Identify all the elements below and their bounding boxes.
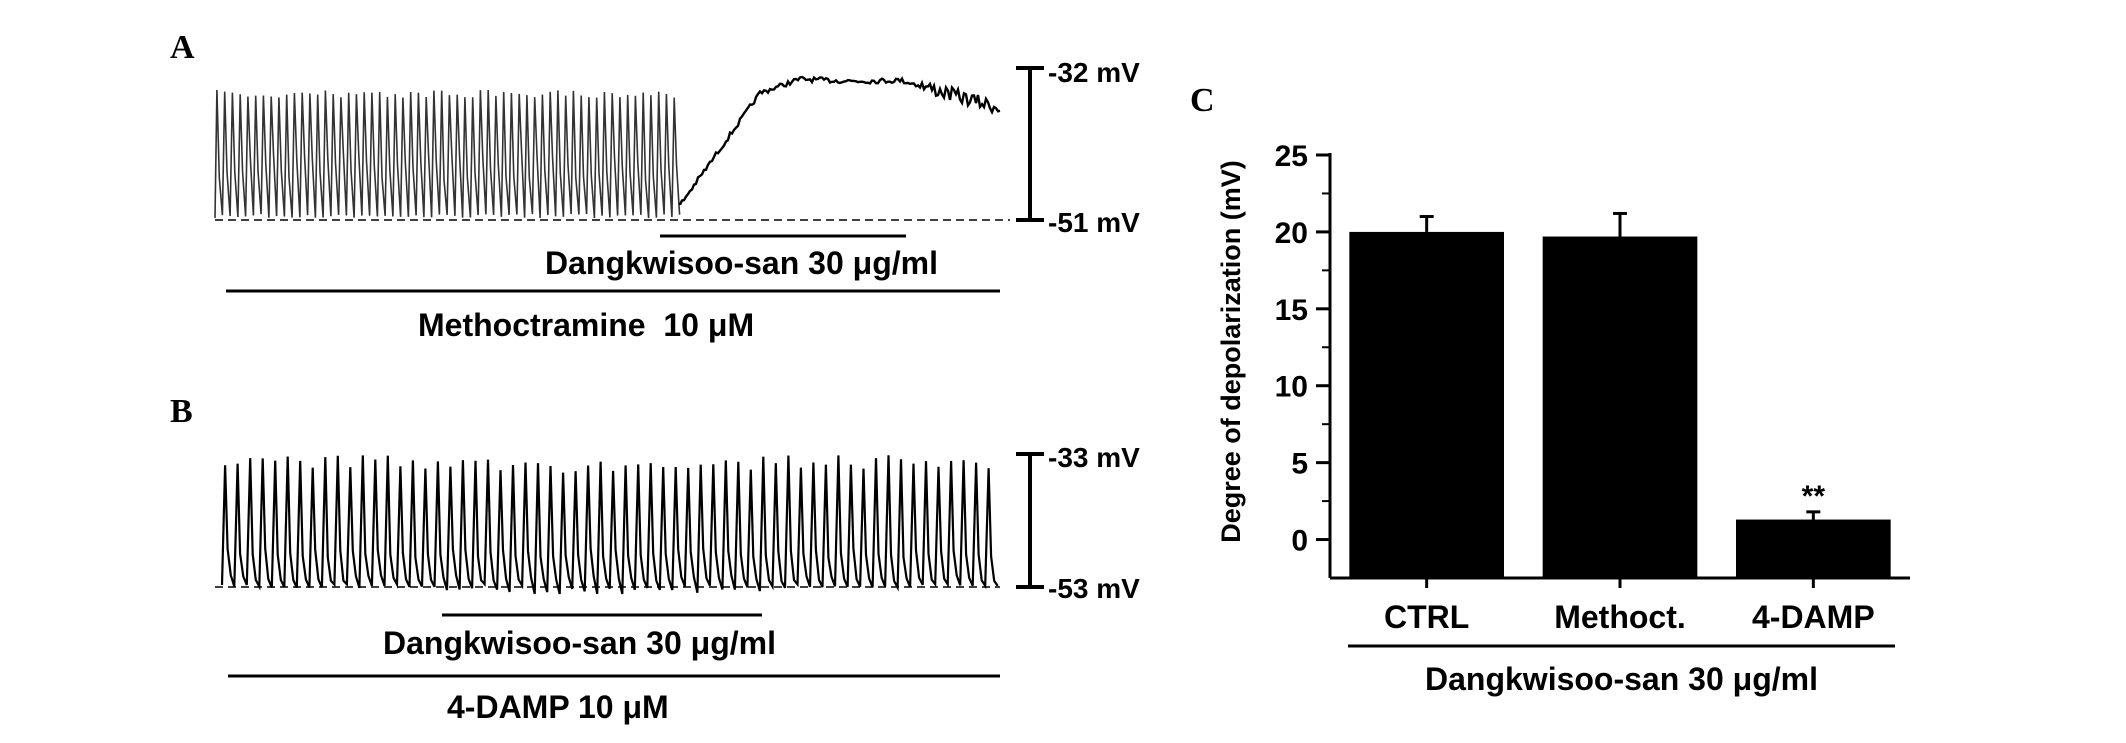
category-label: CTRL [1384,599,1469,635]
scale-bar-b [1016,452,1044,589]
scale-a-bottom-label: -51 mV [1048,207,1140,238]
scale-b-top-label: -33 mV [1048,442,1140,473]
y-tick-label: 10 [1275,371,1308,404]
y-tick-label: 15 [1275,294,1308,327]
panel-a: A -32 mV -51 mV Dangkwisoo-san 30 μg/ml … [170,29,1140,343]
y-tick-label: 5 [1291,448,1308,481]
y-axis-title: Degree of depolarization (mV) [1216,160,1246,543]
category-label: Methoct. [1554,599,1686,635]
scale-a-top-label: -32 mV [1048,57,1140,88]
drug-label-b: Dangkwisoo-san 30 μg/ml [383,625,776,661]
panel-b: B -33 mV -53 mV Dangkwisoo-san 30 μg/ml … [170,393,1140,725]
trace-b-slow-waves [220,455,999,595]
bar [1349,231,1504,578]
bar [1736,519,1891,578]
significance-label: ** [1802,480,1826,513]
trace-a-pre-application [214,89,681,219]
x-axis-title: Dangkwisoo-san 30 μg/ml [1425,661,1818,697]
panel-b-letter: B [170,393,193,430]
panel-c-letter: C [1190,82,1215,119]
panel-c: C 0 5 10 15 20 25 Degree of depolarization (mV… [1190,82,1910,697]
y-tick-label: 0 [1291,525,1308,558]
scale-b-bottom-label: -53 mV [1048,573,1140,604]
antagonist-label-b: 4-DAMP 10 μM [447,689,669,725]
antagonist-label-a: Methoctramine 10 μM [418,307,754,343]
panel-a-letter: A [170,29,195,66]
y-tick-label: 25 [1275,140,1308,173]
scale-bar-a [1016,66,1044,222]
trace-a-depolarization [678,75,1001,206]
y-tick-label: 20 [1275,217,1308,250]
drug-label-a: Dangkwisoo-san 30 μg/ml [545,245,938,281]
bar-chart: 0 5 10 15 20 25 Degree of depolarization (mV) C… [1216,140,1910,697]
category-label: 4-DAMP [1752,599,1875,635]
bar [1542,236,1698,579]
